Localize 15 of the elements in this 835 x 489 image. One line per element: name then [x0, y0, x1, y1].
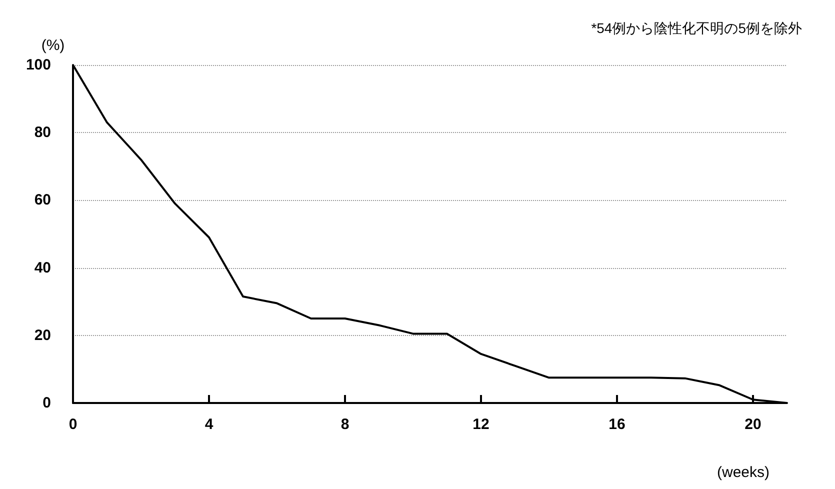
x-tick-label: 8 [340, 416, 350, 433]
text: *54例から陰性化不明の5例を除外 [591, 20, 802, 36]
y-axis-title: (%) [41, 37, 65, 54]
y-tick-label: 20 [34, 326, 51, 344]
y-tick-label: 0 [42, 394, 51, 412]
y-tick-label: 40 [34, 259, 51, 276]
y-tick-label: 80 [34, 124, 51, 142]
x-axis-title: (weeks) [717, 464, 770, 481]
y-tick-label: 60 [34, 192, 51, 209]
x-tick-label: 4 [204, 416, 214, 433]
x-tick-label: 0 [68, 416, 78, 433]
x-tick-label: 16 [608, 416, 626, 433]
x-tick-label: 20 [744, 416, 762, 433]
x-tick-label: 12 [472, 416, 490, 433]
y-tick-label: 100 [26, 56, 51, 74]
